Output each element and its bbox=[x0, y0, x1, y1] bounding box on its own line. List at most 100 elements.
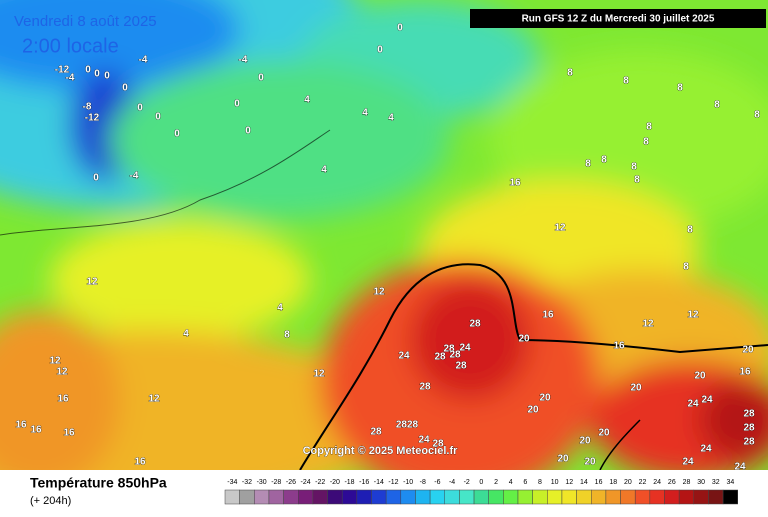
contour-label: 20 bbox=[598, 428, 610, 439]
color-swatch bbox=[634, 489, 651, 505]
contour-label: 2828 bbox=[396, 420, 419, 431]
scale-tick-label: 4 bbox=[509, 479, 513, 486]
scale-tick-label: -26 bbox=[286, 479, 296, 486]
forecast-date: Vendredi 8 août 2025 bbox=[14, 13, 157, 30]
scale-tick-label: -30 bbox=[257, 479, 267, 486]
scale-tick-label: -12 bbox=[388, 479, 398, 486]
scale-tick-label: 2 bbox=[494, 479, 498, 486]
color-swatch bbox=[708, 489, 724, 505]
contour-label: -4 bbox=[66, 73, 75, 84]
legend-title: Température 850hPa bbox=[30, 475, 167, 491]
contour-label: 8 bbox=[585, 159, 591, 170]
scale-tick-label: -2 bbox=[464, 479, 470, 486]
color-swatch bbox=[532, 489, 548, 505]
contour-label: 0 bbox=[258, 73, 264, 84]
contour-label: 12 bbox=[148, 394, 160, 405]
contour-label: 20 bbox=[579, 436, 591, 447]
color-swatch bbox=[488, 489, 504, 505]
contour-label: 0 bbox=[155, 112, 161, 123]
contour-label: -4 bbox=[130, 171, 139, 182]
scale-tick-label: 28 bbox=[683, 479, 691, 486]
contour-label: 0 bbox=[94, 69, 100, 80]
contour-label: 20 bbox=[694, 371, 706, 382]
contour-label: 24 bbox=[418, 435, 430, 446]
color-swatch bbox=[678, 489, 695, 505]
contour-label: 4 bbox=[321, 165, 327, 176]
contour-label: 0 bbox=[122, 83, 128, 94]
scale-tick-label: 24 bbox=[653, 479, 661, 486]
contour-label: 16 bbox=[30, 425, 42, 436]
color-swatch bbox=[620, 489, 636, 505]
color-swatch bbox=[371, 489, 387, 505]
contour-label: 24 bbox=[459, 343, 471, 354]
contour-label: 20 bbox=[527, 405, 539, 416]
contour-label: 28 bbox=[743, 437, 755, 448]
scale-tick-label: 20 bbox=[624, 479, 632, 486]
color-swatch bbox=[385, 489, 402, 505]
color-swatch bbox=[327, 489, 343, 505]
scale-tick-label: -24 bbox=[301, 479, 311, 486]
contour-label: 0 bbox=[104, 71, 110, 82]
contour-label: 24 bbox=[734, 462, 746, 473]
color-swatch bbox=[224, 489, 240, 505]
color-swatch bbox=[268, 489, 284, 505]
contour-label: 20 bbox=[518, 334, 530, 345]
color-swatch bbox=[415, 489, 431, 505]
contour-label: 4 bbox=[388, 113, 394, 124]
contour-label: 8 bbox=[646, 122, 652, 133]
color-swatch bbox=[605, 489, 621, 505]
color-swatch bbox=[283, 489, 299, 505]
scale-tick-label: -32 bbox=[242, 479, 252, 486]
contour-label: 20 bbox=[557, 454, 569, 465]
color-swatch bbox=[298, 489, 314, 505]
run-banner bbox=[470, 9, 766, 28]
scale-tick-label: 32 bbox=[712, 479, 720, 486]
contour-label: 0 bbox=[234, 99, 240, 110]
contour-label: 12 bbox=[642, 319, 654, 330]
color-swatch bbox=[239, 489, 255, 505]
scale-tick-label: 12 bbox=[565, 479, 573, 486]
scale-tick-label: 6 bbox=[523, 479, 527, 486]
contour-label: 8 bbox=[634, 175, 640, 186]
contour-label: 24 bbox=[700, 444, 712, 455]
forecast-time: 2:00 locale bbox=[22, 35, 119, 57]
scale-tick-label: 30 bbox=[697, 479, 705, 486]
contour-label: 16 bbox=[509, 178, 521, 189]
contour-label: 24 bbox=[682, 457, 694, 468]
contour-label: 28 bbox=[469, 319, 481, 330]
contour-label: 20 bbox=[742, 345, 754, 356]
contour-label: 12 bbox=[373, 287, 385, 298]
scale-tick-label: -6 bbox=[434, 479, 440, 486]
color-swatch bbox=[722, 489, 738, 505]
contour-label: 8 bbox=[754, 110, 760, 121]
contour-label: 28 bbox=[743, 409, 755, 420]
contour-label: 12 bbox=[687, 310, 699, 321]
contour-label: 16 bbox=[63, 428, 75, 439]
contour-label: 4 bbox=[183, 329, 189, 340]
color-swatch bbox=[341, 489, 358, 505]
contour-label: 8 bbox=[631, 162, 637, 173]
contour-label: 16 bbox=[542, 310, 554, 321]
color-swatch bbox=[591, 489, 607, 505]
contour-label: 28 bbox=[743, 423, 755, 434]
contour-label: 12 bbox=[49, 356, 61, 367]
contour-label: 8 bbox=[687, 225, 693, 236]
contour-label: -12 bbox=[85, 113, 100, 124]
color-swatch bbox=[459, 489, 475, 505]
contour-label: -8 bbox=[83, 102, 92, 113]
contour-label: 28 bbox=[434, 352, 446, 363]
contour-label: 28 bbox=[455, 361, 467, 372]
color-swatch bbox=[664, 489, 680, 505]
color-scale: -34 -32 -30 -28 -26 -24 -22 -20 -18 -16 -14 -12 -10-… bbox=[224, 479, 738, 505]
contour-label: 24 bbox=[687, 399, 699, 410]
contour-label: 28 bbox=[443, 344, 455, 355]
contour-label: 28 bbox=[432, 439, 444, 450]
contour-label: 24 bbox=[398, 351, 410, 362]
contour-label: 0 bbox=[174, 129, 180, 140]
color-swatch bbox=[547, 489, 563, 505]
scale-tick-label: 0 bbox=[479, 479, 483, 486]
contour-label: 8 bbox=[643, 137, 649, 148]
contour-label: 0 bbox=[245, 126, 251, 137]
